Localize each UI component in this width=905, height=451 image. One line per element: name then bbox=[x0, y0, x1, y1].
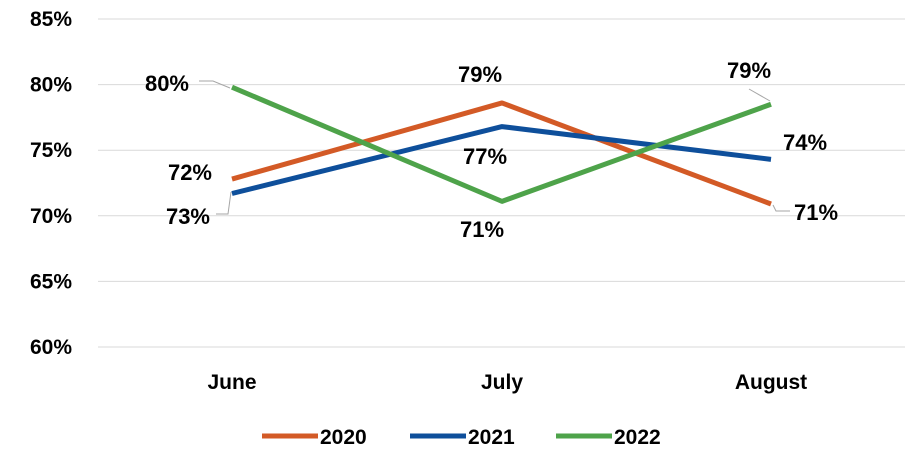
data-label: 79% bbox=[458, 62, 502, 87]
y-tick-label: 75% bbox=[30, 139, 72, 162]
y-tick-label: 85% bbox=[30, 8, 72, 31]
series-lines bbox=[231, 84, 772, 207]
x-axis-ticks: June July August bbox=[207, 371, 807, 394]
x-tick-label: August bbox=[735, 371, 807, 394]
data-label: 77% bbox=[463, 144, 507, 169]
x-tick-label: July bbox=[481, 371, 523, 394]
data-label: 79% bbox=[727, 58, 771, 83]
y-tick-label: 80% bbox=[30, 74, 72, 97]
legend-item-2020: 2020 bbox=[262, 426, 367, 449]
y-tick-label: 65% bbox=[30, 270, 72, 293]
legend: 2020 2021 2022 bbox=[262, 426, 661, 449]
data-label: 80% bbox=[145, 71, 189, 96]
data-label: 72% bbox=[168, 160, 212, 185]
legend-label: 2021 bbox=[468, 426, 515, 449]
gridlines bbox=[98, 18, 905, 348]
data-label: 74% bbox=[783, 130, 827, 155]
label-leader-lines bbox=[199, 80, 790, 215]
legend-label: 2022 bbox=[614, 426, 661, 449]
y-tick-label: 60% bbox=[30, 336, 72, 359]
leader-line bbox=[216, 191, 232, 215]
data-label: 71% bbox=[460, 217, 504, 242]
data-labels: 72% 79% 71% 73% 77% 74% 80% 71% 79% bbox=[145, 58, 838, 242]
y-tick-label: 70% bbox=[30, 205, 72, 228]
legend-label: 2020 bbox=[320, 426, 367, 449]
leader-line bbox=[199, 80, 231, 89]
data-label: 71% bbox=[794, 200, 838, 225]
legend-item-2022: 2022 bbox=[556, 426, 661, 449]
y-axis-ticks: 60% 65% 70% 75% 80% 85% bbox=[30, 8, 72, 359]
legend-item-2021: 2021 bbox=[410, 426, 515, 449]
leader-line bbox=[748, 88, 771, 102]
leader-line bbox=[772, 204, 790, 212]
data-label: 73% bbox=[166, 204, 210, 229]
x-tick-label: June bbox=[207, 371, 256, 394]
